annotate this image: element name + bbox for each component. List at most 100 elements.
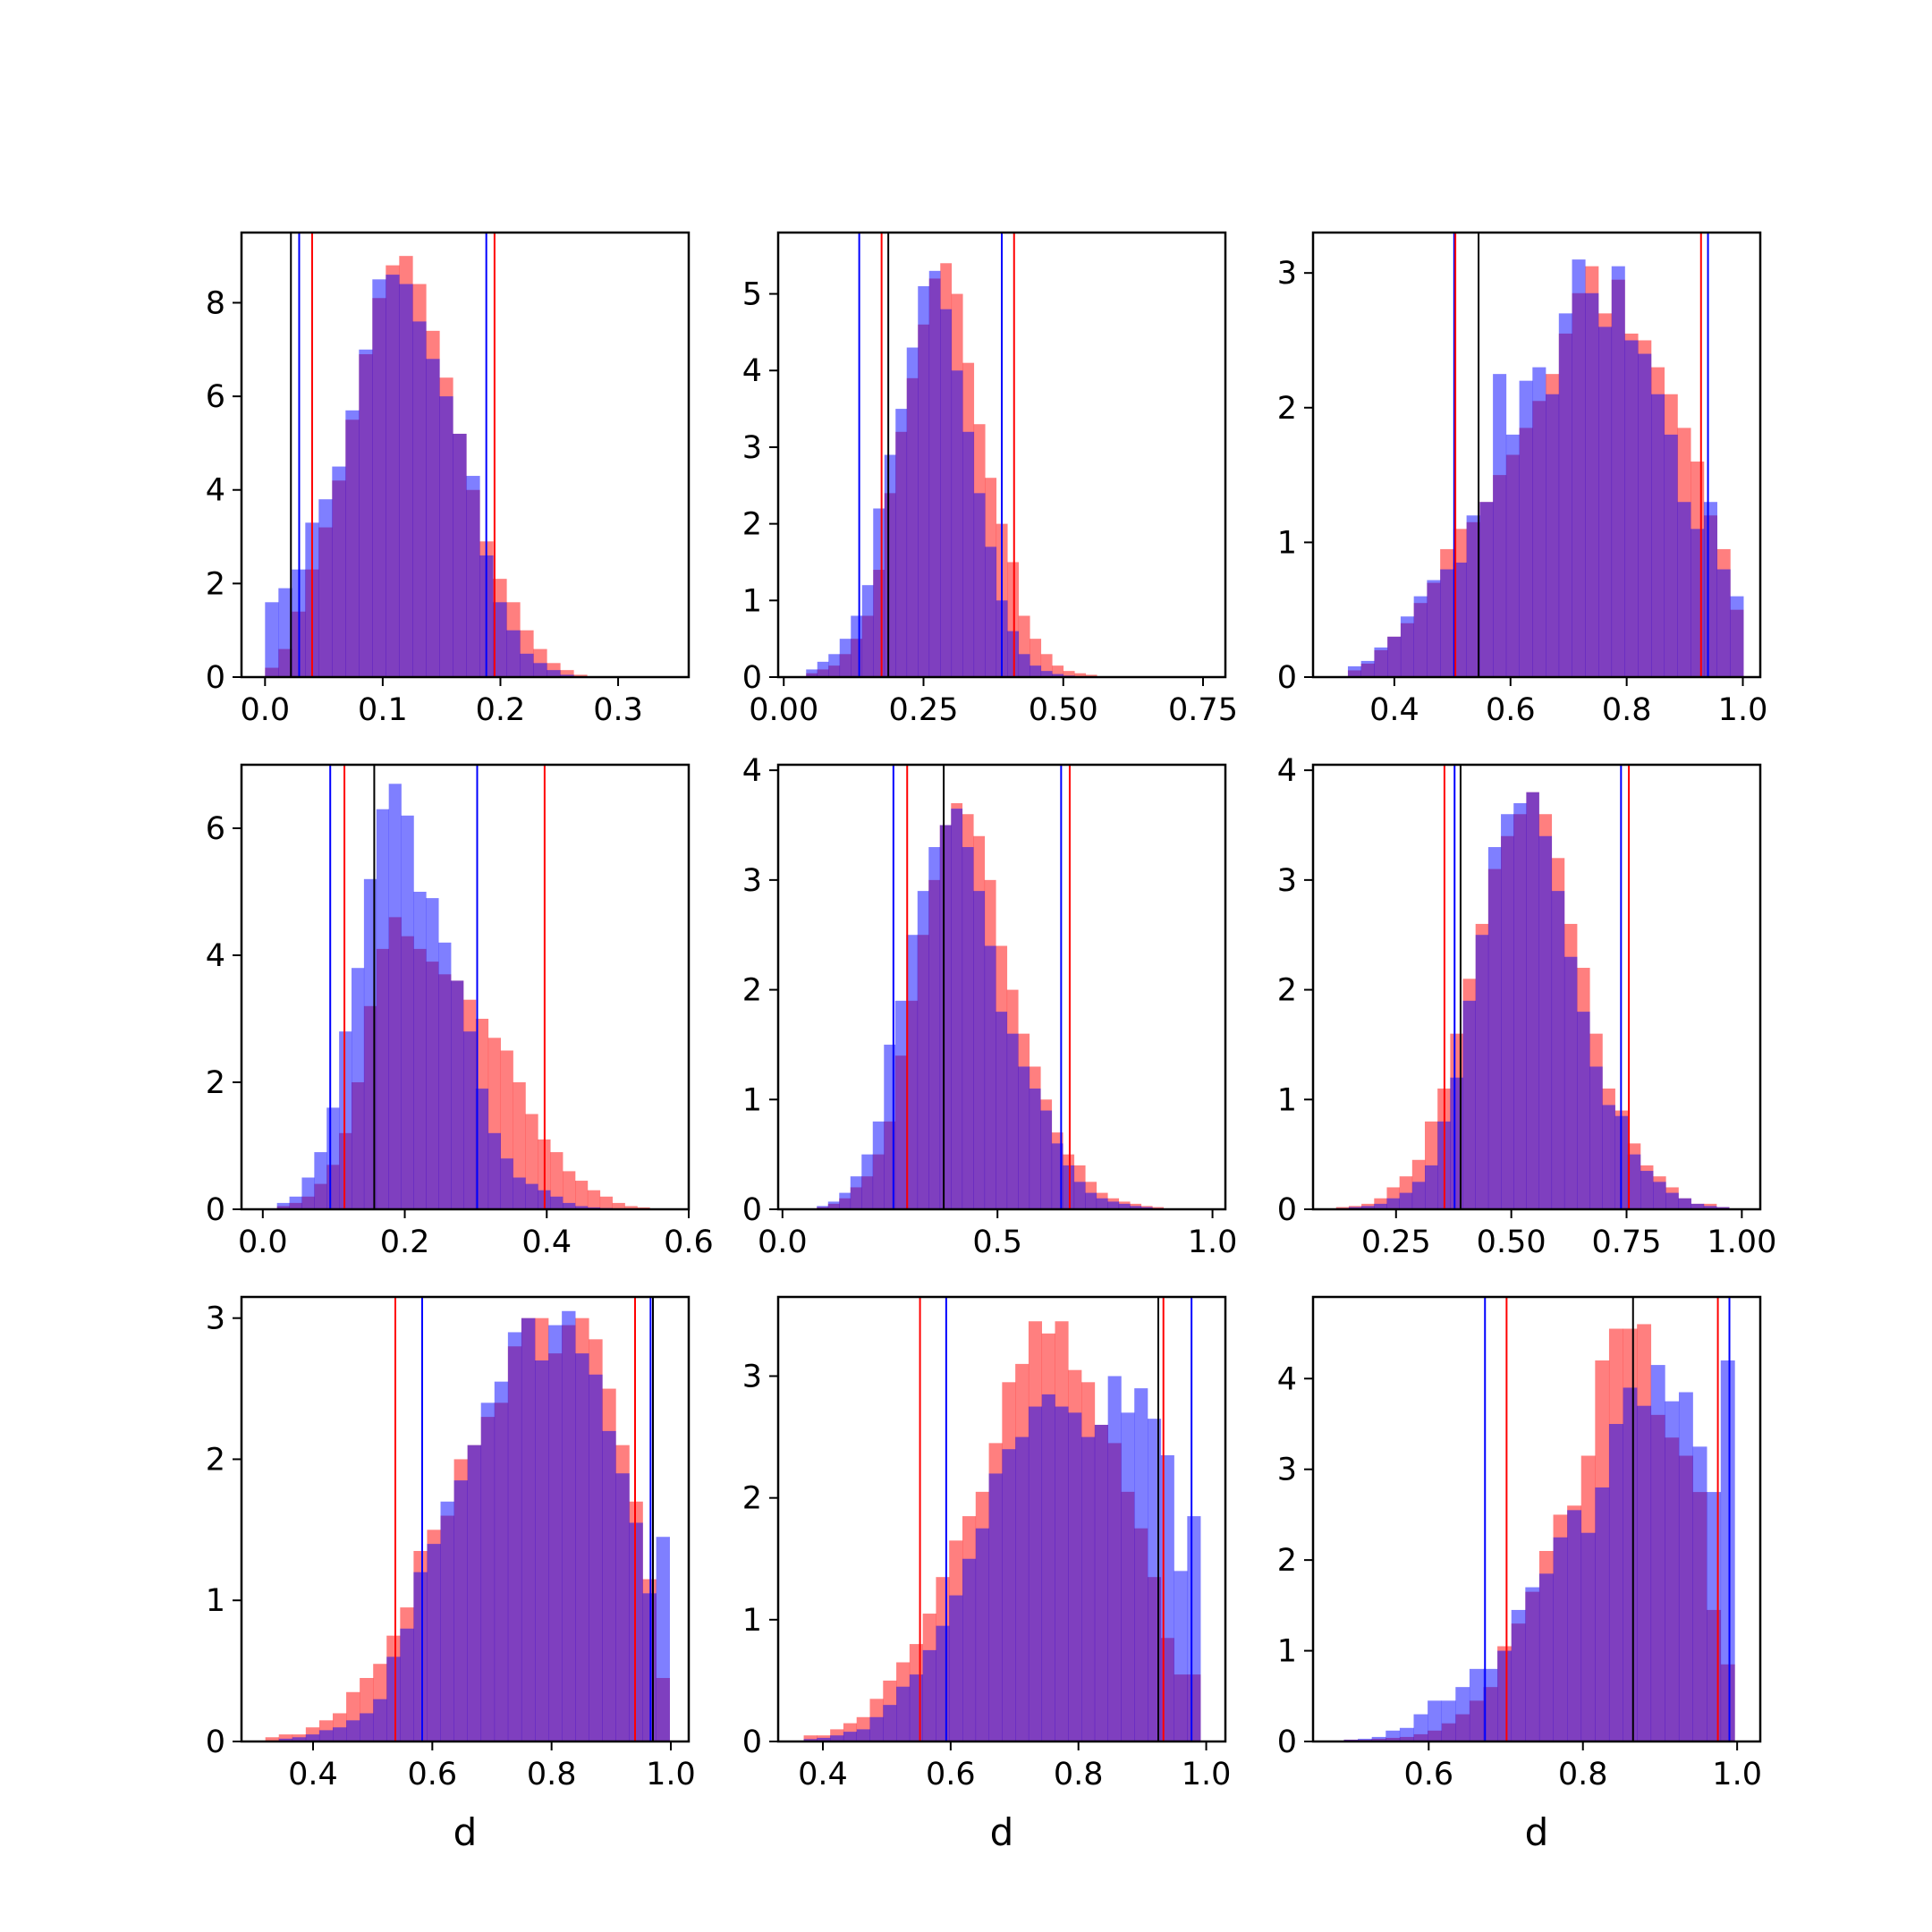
blue-histogram-bar: [1107, 1201, 1120, 1209]
blue-histogram-bar: [817, 1737, 831, 1741]
red-histogram-bar: [624, 1206, 638, 1209]
histogram-panel-5: 0.0 0.5 1.0 0 1 2 3 4: [742, 753, 1238, 1260]
x-axis-label: d: [990, 1810, 1014, 1854]
blue-histogram-bar: [376, 809, 389, 1209]
histogram-panel-2: 0.00 0.25 0.50 0.75 0 1 2 3 4 5: [742, 231, 1238, 728]
blue-histogram-bar: [656, 1537, 670, 1741]
x-tick-label: 1.00: [1707, 1224, 1776, 1260]
y-tick-label: 0: [206, 1192, 225, 1228]
blue-histogram-bar: [883, 1705, 897, 1741]
red-histogram-bar: [599, 1196, 613, 1209]
blue-histogram-bar: [1094, 1424, 1108, 1741]
x-tick-label: 1.0: [1712, 1757, 1762, 1792]
x-tick-label: 0.25: [1361, 1224, 1431, 1260]
blue-histogram-bar: [1580, 1532, 1596, 1741]
y-tick-label: 6: [206, 811, 225, 847]
blue-histogram-bar: [940, 309, 953, 677]
blue-histogram-bar: [550, 1196, 564, 1209]
x-tick-label: 0.4: [288, 1757, 338, 1792]
y-tick-label: 0: [206, 660, 225, 696]
blue-histogram-bar: [525, 1183, 538, 1209]
y-tick-label: 2: [1277, 391, 1297, 427]
blue-histogram-bar: [827, 1201, 840, 1209]
histogram-panel-4: 0.0 0.2 0.4 0.6 0 2 4 6: [206, 763, 714, 1260]
blue-histogram-bar: [1546, 394, 1560, 677]
y-tick-label: 4: [1277, 753, 1297, 789]
axes-frame: [1311, 763, 1762, 1211]
blue-histogram-bar: [1030, 665, 1042, 677]
blue-histogram-bar: [412, 321, 427, 677]
blue-histogram-bar: [1374, 647, 1388, 677]
blue-histogram-bar: [973, 493, 986, 677]
blue-histogram-bar: [828, 654, 841, 677]
red-histogram-bar: [803, 1735, 818, 1741]
blue-histogram-bar: [1551, 891, 1565, 1209]
blue-histogram-bar: [951, 370, 963, 677]
axes-frame: [776, 1295, 1227, 1743]
blue-histogram-bar: [359, 349, 373, 677]
x-tick-label: 0.3: [593, 692, 643, 728]
x-tick-label: 0.1: [358, 692, 408, 728]
y-tick-label: 4: [206, 473, 225, 509]
plot-area: [265, 233, 588, 677]
blue-histogram-bar: [1640, 1171, 1654, 1209]
blue-histogram-bar: [962, 847, 974, 1209]
blue-histogram-bar: [1511, 1609, 1526, 1741]
blue-histogram-bar: [1360, 660, 1375, 677]
x-tick-label: 0.6: [664, 1224, 714, 1260]
blue-histogram-bar: [894, 1000, 907, 1209]
x-tick-label: 0.50: [1477, 1224, 1546, 1260]
blue-histogram-bar: [533, 663, 547, 677]
x-tick-label: 0.00: [749, 692, 818, 728]
blue-histogram-bar: [360, 1713, 374, 1741]
blue-histogram-bar: [1063, 1165, 1075, 1209]
blue-histogram-bar: [401, 815, 414, 1209]
blue-histogram-bar: [1624, 340, 1639, 677]
blue-histogram-bar: [1174, 1571, 1188, 1741]
red-histogram-bar: [550, 1152, 564, 1209]
blue-histogram-bar: [1525, 1587, 1540, 1741]
blue-histogram-bar: [494, 1381, 509, 1741]
blue-histogram-bar: [521, 1318, 536, 1741]
blue-histogram-bar: [909, 1674, 923, 1741]
blue-histogram-bar: [839, 1192, 852, 1209]
blue-histogram-bar: [1585, 292, 1599, 677]
blue-histogram-bar: [1361, 1206, 1375, 1209]
blue-histogram-bar: [1623, 1387, 1638, 1741]
blue-histogram-bar: [589, 1374, 603, 1741]
red-histogram-bar: [1085, 674, 1097, 677]
blue-histogram-bar: [1653, 1182, 1666, 1209]
blue-histogram-bar: [1386, 1198, 1400, 1209]
blue-histogram-bar: [1018, 1066, 1030, 1209]
y-tick-label: 1: [742, 583, 762, 619]
axes-frame: [240, 1295, 691, 1743]
blue-histogram-bar: [1703, 502, 1717, 677]
x-tick-label: 1.0: [1182, 1757, 1232, 1792]
blue-histogram-bar: [1577, 1012, 1590, 1209]
blue-histogram-bar: [466, 476, 480, 677]
blue-histogram-bar: [438, 942, 452, 1209]
blue-histogram-bar: [1501, 814, 1514, 1209]
blue-histogram-bar: [346, 1720, 360, 1741]
blue-histogram-bar: [629, 1522, 643, 1741]
blue-histogram-bar: [575, 1353, 589, 1741]
blue-histogram-bar: [1187, 1516, 1201, 1741]
x-tick-label: 0.4: [521, 1224, 572, 1260]
blue-histogram-bar: [278, 1738, 293, 1741]
blue-histogram-bar: [1007, 631, 1020, 677]
histogram-panel-1: 0.0 0.1 0.2 0.3 0 2 4 6 8: [206, 231, 691, 728]
y-tick-label: 1: [742, 1082, 762, 1118]
blue-histogram-bar: [345, 410, 360, 677]
blue-histogram-bar: [906, 935, 919, 1209]
y-tick-label: 4: [1277, 1361, 1297, 1397]
blue-histogram-bar: [1073, 1182, 1086, 1209]
blue-histogram-bar: [1427, 580, 1441, 677]
blue-histogram-bar: [1665, 1401, 1680, 1741]
y-tick-label: 3: [1277, 256, 1297, 292]
blue-histogram-bar: [451, 980, 464, 1209]
blue-histogram-bar: [1002, 1449, 1016, 1741]
blue-histogram-bar: [1479, 502, 1494, 677]
blue-histogram-bar: [305, 1734, 320, 1741]
y-tick-label: 2: [742, 973, 762, 1009]
blue-histogram-bar: [507, 1332, 522, 1741]
